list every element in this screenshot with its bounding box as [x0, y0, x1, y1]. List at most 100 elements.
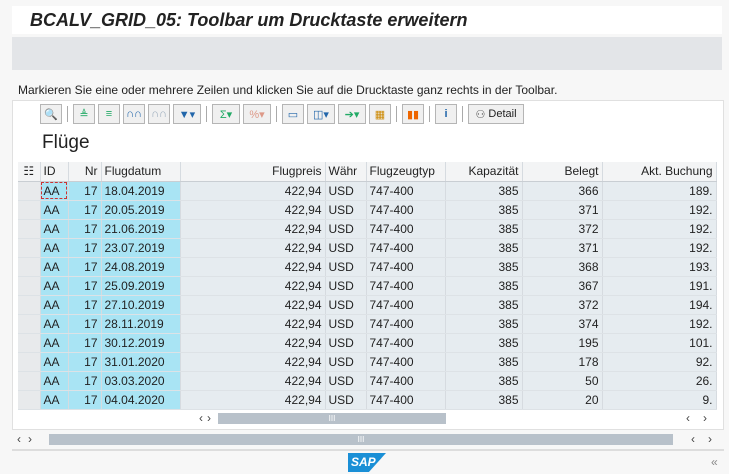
find-next-button[interactable]: ∩∩ [148, 104, 170, 124]
cell-flugzeugtyp[interactable]: 747-400 [366, 257, 446, 277]
cell-kapazitaet[interactable]: 385 [445, 276, 523, 296]
cell-flugzeugtyp[interactable]: 747-400 [366, 390, 446, 410]
cell-flugdatum[interactable]: 04.04.2020 [101, 390, 181, 410]
row-selector[interactable] [18, 352, 41, 372]
scroll-right-icon[interactable]: › [708, 432, 712, 446]
row-selector[interactable] [18, 200, 41, 220]
cell-waehr[interactable]: USD [325, 371, 367, 391]
cell-flugdatum[interactable]: 25.09.2019 [101, 276, 181, 296]
cell-flugzeugtyp[interactable]: 747-400 [366, 314, 446, 334]
cell-flugzeugtyp[interactable]: 747-400 [366, 333, 446, 353]
row-selector[interactable] [18, 219, 41, 239]
scroll-left-icon[interactable]: ‹ [691, 432, 695, 446]
cell-id[interactable]: AA [40, 390, 69, 410]
info-button[interactable]: i [435, 104, 457, 124]
cell-belegt[interactable]: 178 [522, 352, 603, 372]
cell-flugpreis[interactable]: 422,94 [180, 219, 326, 239]
cell-kapazitaet[interactable]: 385 [445, 219, 523, 239]
cell-flugzeugtyp[interactable]: 747-400 [366, 352, 446, 372]
cell-waehr[interactable]: USD [325, 200, 367, 220]
cell-flugzeugtyp[interactable]: 747-400 [366, 238, 446, 258]
column-header-akt-buchung[interactable]: Akt. Buchung [602, 162, 717, 182]
cell-flugdatum[interactable]: 24.08.2019 [101, 257, 181, 277]
print-button[interactable]: ▭ [282, 104, 304, 124]
column-header-flugdatum[interactable]: Flugdatum [101, 162, 181, 182]
cell-waehr[interactable]: USD [325, 314, 367, 334]
table-row[interactable]: AA 17 25.09.2019 422,94 USD 747-400 385 367 191. [18, 276, 717, 296]
cell-belegt[interactable]: 20 [522, 390, 603, 410]
page-horizontal-scrollbar[interactable]: III [49, 434, 673, 445]
cell-belegt[interactable]: 50 [522, 371, 603, 391]
cell-kapazitaet[interactable]: 385 [445, 200, 523, 220]
scroll-right-icon[interactable]: › [28, 432, 32, 446]
cell-nr[interactable]: 17 [68, 295, 102, 315]
table-row[interactable]: AA 17 20.05.2019 422,94 USD 747-400 385 371 192. [18, 200, 717, 220]
cell-belegt[interactable]: 372 [522, 219, 603, 239]
vertical-scrollbar[interactable] [716, 180, 722, 408]
cell-belegt[interactable]: 372 [522, 295, 603, 315]
cell-id[interactable]: AA [40, 238, 69, 258]
cell-flugdatum[interactable]: 21.06.2019 [101, 219, 181, 239]
cell-nr[interactable]: 17 [68, 352, 102, 372]
cell-nr[interactable]: 17 [68, 371, 102, 391]
column-header-waehr[interactable]: Währ [325, 162, 367, 182]
row-selector[interactable] [18, 314, 41, 334]
select-all-button[interactable]: ☷ [18, 162, 41, 182]
column-header-nr[interactable]: Nr [68, 162, 102, 182]
cell-flugpreis[interactable]: 422,94 [180, 238, 326, 258]
cell-akt-buchung[interactable]: 101. [602, 333, 717, 353]
cell-flugdatum[interactable]: 23.07.2019 [101, 238, 181, 258]
cell-id[interactable]: AA [40, 219, 69, 239]
cell-flugpreis[interactable]: 422,94 [180, 333, 326, 353]
cell-kapazitaet[interactable]: 385 [445, 181, 523, 201]
cell-flugpreis[interactable]: 422,94 [180, 314, 326, 334]
scroll-right-icon[interactable]: › [703, 411, 707, 425]
cell-nr[interactable]: 17 [68, 333, 102, 353]
cell-nr[interactable]: 17 [68, 390, 102, 410]
table-row[interactable]: AA 17 24.08.2019 422,94 USD 747-400 385 368 193. [18, 257, 717, 277]
export-button[interactable]: ➔▾ [338, 104, 366, 124]
cell-waehr[interactable]: USD [325, 295, 367, 315]
subtotal-button[interactable]: %▾ [243, 104, 271, 124]
cell-belegt[interactable]: 367 [522, 276, 603, 296]
cell-flugdatum[interactable]: 28.11.2019 [101, 314, 181, 334]
collapse-icon[interactable]: « [711, 455, 718, 469]
cell-akt-buchung[interactable]: 193. [602, 257, 717, 277]
table-row[interactable]: AA 17 28.11.2019 422,94 USD 747-400 385 374 192. [18, 314, 717, 334]
row-selector[interactable] [18, 181, 41, 201]
cell-belegt[interactable]: 371 [522, 200, 603, 220]
cell-belegt[interactable]: 371 [522, 238, 603, 258]
cell-kapazitaet[interactable]: 385 [445, 295, 523, 315]
cell-akt-buchung[interactable]: 9. [602, 390, 717, 410]
scroll-left-icon[interactable]: ‹ [17, 432, 21, 446]
scroll-left-icon[interactable]: ‹ [199, 411, 203, 425]
row-selector[interactable] [18, 333, 41, 353]
cell-belegt[interactable]: 195 [522, 333, 603, 353]
scroll-left-icon[interactable]: ‹ [686, 411, 690, 425]
cell-id[interactable]: AA [40, 295, 69, 315]
cell-akt-buchung[interactable]: 192. [602, 200, 717, 220]
cell-flugpreis[interactable]: 422,94 [180, 200, 326, 220]
cell-flugpreis[interactable]: 422,94 [180, 390, 326, 410]
cell-akt-buchung[interactable]: 192. [602, 238, 717, 258]
detail-button[interactable]: ⚇ Detail [468, 104, 524, 124]
cell-nr[interactable]: 17 [68, 314, 102, 334]
cell-kapazitaet[interactable]: 385 [445, 390, 523, 410]
row-selector[interactable] [18, 238, 41, 258]
cell-akt-buchung[interactable]: 189. [602, 181, 717, 201]
cell-kapazitaet[interactable]: 385 [445, 238, 523, 258]
cell-kapazitaet[interactable]: 385 [445, 333, 523, 353]
cell-waehr[interactable]: USD [325, 390, 367, 410]
table-row[interactable]: AA 17 23.07.2019 422,94 USD 747-400 385 371 192. [18, 238, 717, 258]
sort-descending-button[interactable]: ≡ [98, 104, 120, 124]
cell-flugzeugtyp[interactable]: 747-400 [366, 219, 446, 239]
cell-flugpreis[interactable]: 422,94 [180, 276, 326, 296]
column-header-flugzeugtyp[interactable]: Flugzeugtyp [366, 162, 446, 182]
cell-flugdatum[interactable]: 27.10.2019 [101, 295, 181, 315]
cell-belegt[interactable]: 368 [522, 257, 603, 277]
table-row[interactable]: AA 17 04.04.2020 422,94 USD 747-400 385 20 9. [18, 390, 717, 410]
cell-nr[interactable]: 17 [68, 238, 102, 258]
cell-flugpreis[interactable]: 422,94 [180, 181, 326, 201]
cell-waehr[interactable]: USD [325, 219, 367, 239]
cell-nr[interactable]: 17 [68, 276, 102, 296]
